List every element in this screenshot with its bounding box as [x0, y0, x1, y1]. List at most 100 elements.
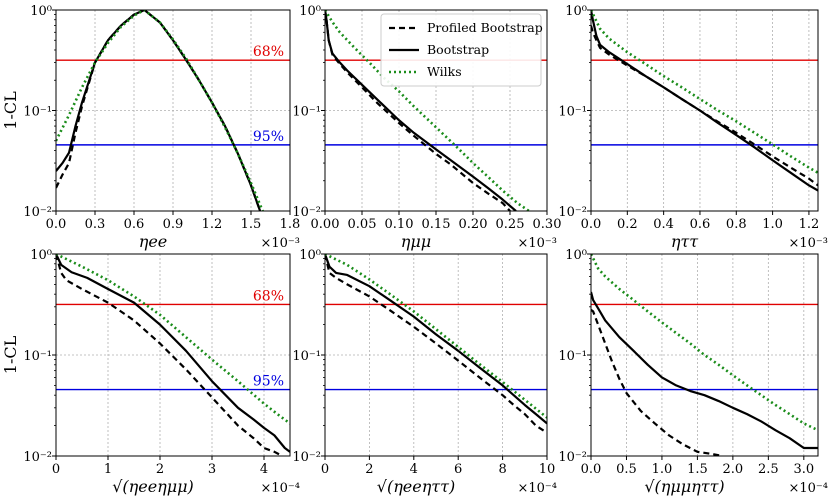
x-tick-label-2: 0.10: [385, 217, 414, 232]
y-tick-label-1: 10⁻¹: [558, 105, 587, 120]
series-line-bootstrap: [56, 254, 290, 453]
panel-4: 0 1 2 3 4 10⁻² 10⁻¹ 10⁰ √(ηeeημμ) ×10⁻⁴ 68% 95%: [23, 248, 300, 496]
x-tick-label-3: 0.6: [690, 217, 711, 232]
y-tick-label-0: 10⁻²: [558, 205, 587, 220]
series-line-bootstrap: [325, 254, 547, 425]
x-tick-label-5: 0.25: [496, 217, 525, 232]
y-tick-label-2: 10⁰: [299, 248, 321, 263]
x-tick-label-3: 0.15: [422, 217, 451, 232]
ref-label-68: 68%: [253, 288, 284, 304]
x-tick-label-1: 0.2: [617, 217, 638, 232]
y-tick-label-1: 10⁻¹: [292, 105, 321, 120]
legend: Profiled Bootstrap Bootstrap Wilks: [380, 13, 543, 87]
x-tick-label-2: 0.6: [124, 217, 145, 232]
x-tick-label-1: 0.5: [616, 462, 637, 477]
x-tick-label-6: 3.0: [793, 462, 814, 477]
x-tick-label-1: 0.3: [85, 217, 106, 232]
x-tick-label-0: 0.0: [46, 217, 67, 232]
x-tick-label-3: 1.5: [687, 462, 708, 477]
x-tick-label-4: 4: [260, 462, 268, 477]
x-tick-label-1: 0.05: [348, 217, 377, 232]
panel-2: 0.00 0.05 0.10 0.15 0.20 0.25 0.30 10⁻² 10⁻¹ 10⁰ η…: [292, 4, 561, 251]
panel-6: 0.0 0.5 1.0 1.5 2.0 2.5 3.0 10⁻² 10⁻¹ 10⁰ √(ημμηττ…: [558, 248, 828, 496]
ref-label-68: 68%: [253, 44, 284, 60]
legend-label-wilks: Wilks: [427, 64, 462, 79]
y-tick-label-2: 10⁰: [565, 4, 587, 19]
series-line-profiled-bootstrap: [591, 25, 818, 187]
panel-1: 0.0 0.3 0.6 0.9 1.2 1.5 1.8 10⁻² 10⁻¹ 10⁰ ηee ×10⁻³…: [23, 4, 300, 251]
y-tick-label-1: 10⁻¹: [23, 105, 52, 120]
x-axis-label: √(ηeeηττ): [377, 477, 456, 496]
panel-3: 0.0 0.2 0.4 0.6 0.8 1.0 1.2 10⁻² 10⁻¹ 10⁰ ηττ ×10⁻³: [558, 4, 828, 251]
x-tick-label-4: 0.20: [459, 217, 488, 232]
x-tick-label-0: 0: [52, 462, 60, 477]
y-tick-label-0: 10⁻²: [23, 450, 52, 465]
x-axis-label: ηee: [139, 232, 168, 251]
x-tick-label-0: 0.0: [581, 217, 602, 232]
series-line-bootstrap: [56, 10, 262, 211]
series-line-bootstrap: [591, 10, 818, 192]
x-axis-multiplier: ×10⁻³: [788, 236, 828, 251]
x-tick-label-4: 8: [498, 462, 506, 477]
ref-label-95: 95%: [253, 129, 284, 145]
x-tick-label-1: 1: [104, 462, 112, 477]
y-tick-label-0: 10⁻²: [292, 205, 321, 220]
y-tick-label-0: 10⁻²: [292, 450, 321, 465]
series-line-profiled-bootstrap: [591, 308, 723, 456]
x-tick-label-0: 0.00: [311, 217, 340, 232]
legend-label-bootstrap: Bootstrap: [427, 42, 489, 57]
series-line-profiled-bootstrap: [325, 254, 547, 434]
x-axis-multiplier: ×10⁻⁴: [788, 481, 828, 496]
x-axis-multiplier: ×10⁻³: [517, 236, 557, 251]
x-axis-label: √(ηeeημμ): [112, 477, 194, 496]
x-axis-label: √(ημμηττ): [644, 477, 724, 496]
y-tick-label-1: 10⁻¹: [23, 349, 52, 364]
ref-label-95: 95%: [253, 374, 284, 390]
x-tick-label-2: 4: [410, 462, 418, 477]
x-tick-label-2: 0.4: [653, 217, 674, 232]
x-axis-multiplier: ×10⁻⁴: [517, 481, 557, 496]
x-tick-label-6: 1.8: [280, 217, 301, 232]
y-tick-label-0: 10⁻²: [558, 450, 587, 465]
panel-5: 0 2 4 6 8 10 10⁻² 10⁻¹ 10⁰ √(ηeeηττ) ×10⁻⁴: [292, 248, 557, 496]
x-axis-label: ημμ: [401, 232, 431, 251]
x-tick-label-5: 2.5: [758, 462, 779, 477]
series-line-bootstrap: [591, 291, 818, 450]
x-tick-label-5: 10: [539, 462, 556, 477]
x-tick-label-0: 0.0: [581, 462, 602, 477]
x-tick-label-5: 1.5: [241, 217, 262, 232]
x-tick-label-4: 2.0: [723, 462, 744, 477]
series-line-profiled-bootstrap: [56, 254, 283, 456]
x-tick-label-2: 1.0: [652, 462, 673, 477]
series-line-wilks: [56, 10, 264, 211]
series-line-bootstrap: [325, 10, 517, 211]
series-line-wilks: [325, 10, 532, 211]
x-tick-label-3: 6: [454, 462, 462, 477]
y-tick-label-2: 10⁰: [30, 248, 52, 263]
legend-label-profiled-bootstrap: Profiled Bootstrap: [427, 20, 543, 35]
series-line-profiled-bootstrap: [325, 10, 511, 211]
x-tick-label-6: 0.30: [533, 217, 562, 232]
y-tick-label-2: 10⁰: [565, 248, 587, 263]
y-axis-label-top: 1-CL: [1, 91, 20, 130]
x-tick-label-4: 0.8: [726, 217, 747, 232]
x-axis-multiplier: ×10⁻⁴: [260, 481, 300, 496]
x-tick-label-3: 0.9: [163, 217, 184, 232]
y-tick-label-1: 10⁻¹: [558, 349, 587, 364]
x-tick-label-1: 2: [365, 462, 373, 477]
x-tick-label-2: 2: [156, 462, 164, 477]
series-line-wilks: [591, 10, 818, 174]
x-tick-label-4: 1.2: [202, 217, 223, 232]
legend-box: [380, 13, 542, 87]
y-tick-label-1: 10⁻¹: [292, 349, 321, 364]
y-axis-label-bottom: 1-CL: [1, 335, 20, 374]
x-axis-multiplier: ×10⁻³: [260, 236, 300, 251]
y-tick-label-0: 10⁻²: [23, 205, 52, 220]
x-axis-label: ηττ: [671, 232, 699, 251]
series-line-wilks: [56, 254, 290, 425]
x-tick-label-3: 3: [208, 462, 216, 477]
x-tick-label-0: 0: [321, 462, 329, 477]
x-tick-label-5: 1.0: [762, 217, 783, 232]
y-tick-label-2: 10⁰: [299, 4, 321, 19]
